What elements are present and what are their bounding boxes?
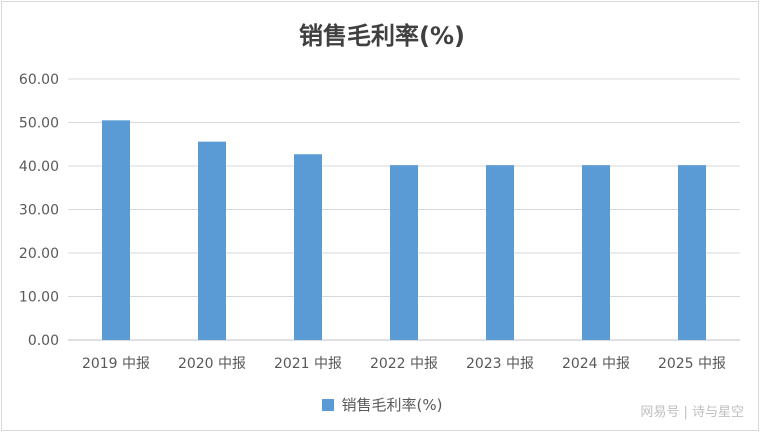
x-tick-label: 2022 中报: [370, 356, 438, 372]
bar: [294, 154, 322, 340]
bar: [582, 165, 610, 340]
bar: [102, 120, 130, 340]
y-tick-label: 20.00: [19, 246, 59, 262]
bar: [486, 165, 514, 340]
chart-title: 销售毛利率(%): [299, 22, 465, 50]
legend-swatch: [321, 398, 334, 411]
watermark: 网易号 | 诗与星空: [640, 405, 744, 420]
legend: 销售毛利率(%): [2, 394, 762, 415]
x-tick-label: 2019 中报: [82, 356, 150, 372]
bar: [678, 165, 706, 340]
bar: [390, 165, 418, 340]
bars: [102, 120, 706, 340]
x-axis: 2019 中报 2020 中报 2021 中报 2022 中报 2023 中报 2024 …: [82, 356, 726, 372]
y-axis: 0.00 10.00 20.00 30.00 40.00 50.00 60.00: [19, 72, 59, 349]
x-tick-label: 2025 中报: [658, 356, 726, 372]
x-tick-label: 2023 中报: [466, 356, 534, 372]
bar: [198, 141, 226, 340]
x-tick-label: 2024 中报: [562, 356, 630, 372]
x-tick-label: 2021 中报: [274, 356, 342, 372]
y-tick-label: 0.00: [28, 333, 59, 349]
y-tick-label: 60.00: [19, 72, 59, 88]
x-tick-label: 2020 中报: [178, 356, 246, 372]
y-tick-label: 30.00: [19, 203, 59, 219]
y-tick-label: 40.00: [19, 159, 59, 175]
legend-label: 销售毛利率(%): [341, 396, 443, 414]
y-tick-label: 10.00: [19, 290, 59, 306]
y-tick-label: 50.00: [19, 116, 59, 132]
